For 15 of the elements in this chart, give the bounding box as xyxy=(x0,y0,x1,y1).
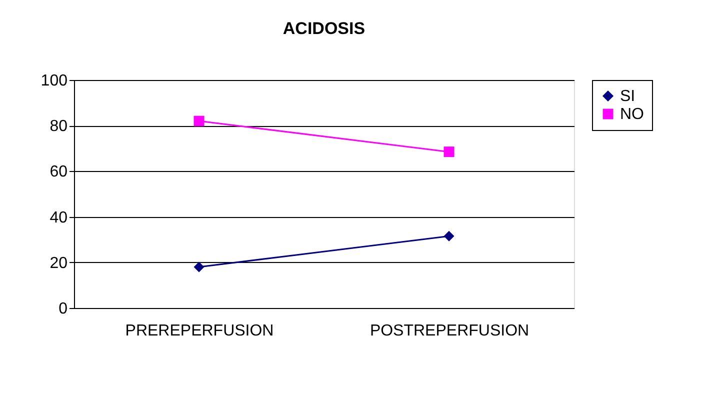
x-tick-label: PREREPERFUSION xyxy=(125,322,274,340)
point xyxy=(444,146,454,158)
y-tick-label: 60 xyxy=(50,164,68,181)
y-tick-label: 40 xyxy=(50,209,68,226)
chart-title: ACIDOSIS xyxy=(282,19,366,38)
y-tick-label: 20 xyxy=(50,254,68,272)
point xyxy=(444,230,454,242)
legend-label: NO xyxy=(620,106,644,123)
legend-label: SI xyxy=(620,88,636,105)
y-tick-label: 80 xyxy=(50,118,68,136)
point xyxy=(194,262,204,272)
x-tick-label: POSTREPERFUSION xyxy=(370,322,530,340)
point xyxy=(194,116,204,126)
y-tick-label: 0 xyxy=(58,300,68,318)
y-tick-label: 100 xyxy=(40,72,68,90)
